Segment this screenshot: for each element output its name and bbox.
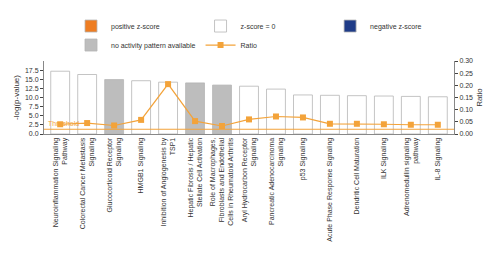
svg-text:0.25: 0.25: [459, 70, 473, 77]
svg-text:15.0: 15.0: [25, 76, 39, 83]
svg-text:p53 Signaling: p53 Signaling: [299, 138, 307, 181]
svg-text:0.10: 0.10: [459, 106, 473, 113]
svg-text:-log(p-value): -log(p-value): [12, 75, 21, 120]
svg-text:17.5: 17.5: [25, 67, 39, 74]
svg-text:positive z-score: positive z-score: [111, 23, 160, 31]
svg-text:Ratio: Ratio: [475, 88, 484, 107]
svg-text:0.15: 0.15: [459, 94, 473, 101]
svg-text:HMGB1 Signaling: HMGB1 Signaling: [137, 138, 145, 194]
svg-text:z-score = 0: z-score = 0: [241, 23, 276, 30]
svg-text:negative z-score: negative z-score: [370, 23, 421, 31]
svg-text:Aryl Hydrocarbon ReceptorSigna: Aryl Hydrocarbon ReceptorSignaling: [241, 137, 258, 222]
svg-text:Acute Phase Response Signaling: Acute Phase Response Signaling: [326, 138, 334, 242]
svg-text:0.00: 0.00: [459, 130, 473, 137]
svg-text:IL-8 Signaling: IL-8 Signaling: [434, 138, 442, 181]
svg-text:Adrenomedullin signalingpathwa: Adrenomedullin signalingpathway: [403, 137, 420, 216]
svg-text:0.20: 0.20: [459, 82, 473, 89]
svg-text:0.30: 0.30: [459, 57, 473, 64]
svg-text:12.5: 12.5: [25, 85, 39, 92]
svg-text:0.05: 0.05: [459, 118, 473, 125]
svg-text:0.0: 0.0: [29, 130, 39, 137]
svg-text:Ratio: Ratio: [241, 42, 257, 49]
svg-text:Hepatic Fibrosis / HepaticStel: Hepatic Fibrosis / HepaticStellate Cell …: [187, 137, 203, 217]
svg-text:Pancreatic AdenocarcinomaSigna: Pancreatic AdenocarcinomaSignaling: [268, 138, 285, 225]
svg-text:2.5: 2.5: [29, 121, 39, 128]
svg-text:Inhibition of Angiogenesis byT: Inhibition of Angiogenesis byTSP1: [160, 137, 176, 226]
svg-text:no activity pattern available: no activity pattern available: [111, 42, 196, 50]
svg-text:7.5: 7.5: [29, 103, 39, 110]
svg-text:Neuroinflammation SignalingPat: Neuroinflammation SignalingPathway: [52, 137, 69, 227]
svg-text:Threshold: Threshold: [48, 120, 79, 127]
svg-text:Role of Macrophages,Fibroblast: Role of Macrophages,Fibroblasts and Endo…: [209, 137, 234, 225]
svg-text:Glucocorticoid ReceptorSignali: Glucocorticoid ReceptorSignaling: [106, 137, 123, 212]
svg-text:5.0: 5.0: [29, 112, 39, 119]
svg-text:10.0: 10.0: [25, 94, 39, 101]
svg-text:Colorectal Cancer MetastasisSi: Colorectal Cancer MetastasisSignaling: [79, 137, 96, 229]
svg-text:ILK Signaling: ILK Signaling: [380, 138, 388, 179]
svg-text:Dendritic Cell Maturation: Dendritic Cell Maturation: [353, 138, 360, 215]
